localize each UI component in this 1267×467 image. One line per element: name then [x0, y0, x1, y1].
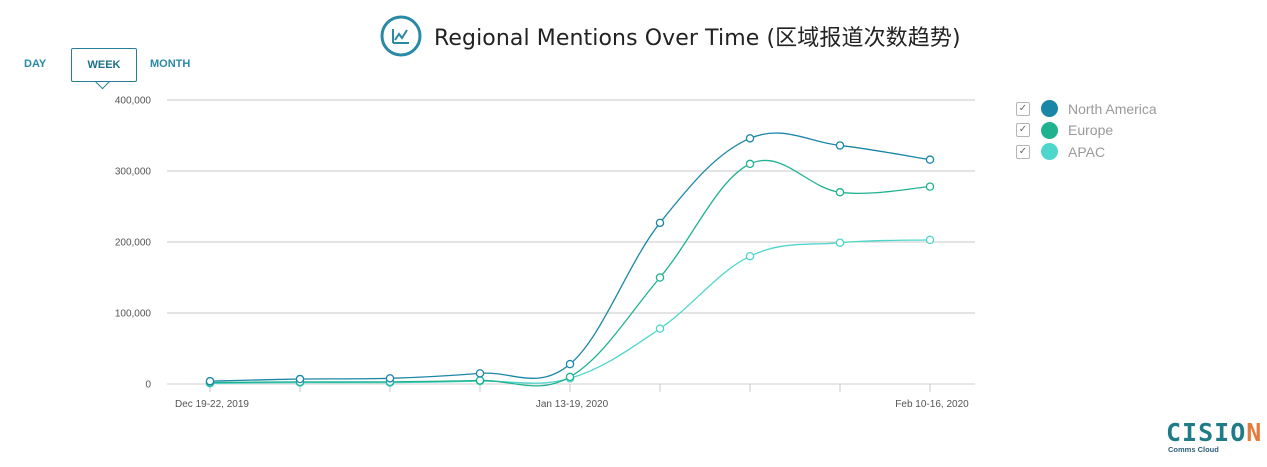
checkbox-icon[interactable]: ✓ — [1016, 123, 1030, 138]
x-tick-label: Dec 19-22, 2019 — [175, 399, 249, 410]
data-point-europe — [745, 159, 755, 169]
data-point-apac — [655, 324, 665, 333]
data-point-europe — [475, 376, 485, 385]
data-point-north-america — [475, 369, 485, 378]
tab-month[interactable]: MONTH — [150, 58, 191, 70]
checkbox-icon[interactable]: ✓ — [1016, 144, 1030, 159]
x-tick-label: Feb 10-16, 2020 — [895, 399, 969, 410]
y-tick-label: 400,000 — [115, 96, 152, 107]
legend-label: Europe — [1068, 122, 1114, 139]
data-point-europe — [655, 273, 665, 282]
data-point-apac — [925, 235, 935, 245]
chart-legend: ✓ North America ✓ Europe ✓ APAC — [1016, 98, 1157, 163]
checkbox-icon[interactable]: ✓ — [1016, 101, 1030, 116]
chart-title: Regional Mentions Over Time (区域报道次数趋势) — [434, 26, 961, 51]
data-point-apac — [745, 251, 755, 261]
tab-day[interactable]: DAY — [24, 58, 47, 70]
legend-label: North America — [1068, 100, 1157, 117]
brand-logo: CISION Comms Cloud — [1166, 418, 1263, 455]
data-point-north-america — [295, 374, 305, 384]
y-axis-ticks: 0 100,000 200,000 300,000 400,000 — [115, 96, 152, 391]
series-line-north-america — [209, 132, 931, 382]
line-chart-icon — [380, 15, 422, 57]
brand-subtitle: Comms Cloud — [1168, 445, 1219, 454]
legend-item-north-america[interactable]: ✓ North America — [1016, 98, 1157, 120]
y-tick-label: 100,000 — [115, 309, 152, 320]
y-tick-label: 0 — [145, 380, 151, 391]
series-color-dot — [1041, 121, 1058, 139]
data-point-europe — [835, 188, 845, 197]
y-tick-label: 300,000 — [115, 167, 152, 178]
series-color-dot — [1041, 100, 1058, 118]
data-point-north-america — [565, 359, 575, 369]
data-point-europe — [565, 372, 575, 382]
series-color-dot — [1041, 143, 1058, 161]
legend-item-apac[interactable]: ✓ APAC — [1016, 141, 1157, 163]
data-point-north-america — [925, 155, 935, 164]
legend-label: APAC — [1068, 143, 1106, 160]
data-point-apac — [835, 238, 845, 247]
series-points — [205, 134, 935, 388]
brand-name: CISION — [1166, 418, 1263, 447]
data-point-north-america — [745, 134, 755, 143]
chart-header: Regional Mentions Over Time (区域报道次数趋势) — [380, 14, 961, 58]
data-point-europe — [925, 182, 935, 191]
data-point-north-america — [385, 374, 395, 383]
y-tick-label: 200,000 — [115, 238, 152, 249]
data-point-north-america — [205, 376, 215, 386]
x-axis-ticks: Dec 19-22, 2019 Jan 13-19, 2020 Feb 10-16,… — [175, 384, 969, 410]
tab-week[interactable]: WEEK — [71, 48, 137, 82]
x-tick-label: Jan 13-19, 2020 — [536, 399, 609, 410]
data-point-north-america — [655, 218, 665, 228]
series-line-europe — [209, 159, 931, 387]
data-point-north-america — [835, 141, 845, 150]
legend-item-europe[interactable]: ✓ Europe — [1016, 120, 1157, 142]
